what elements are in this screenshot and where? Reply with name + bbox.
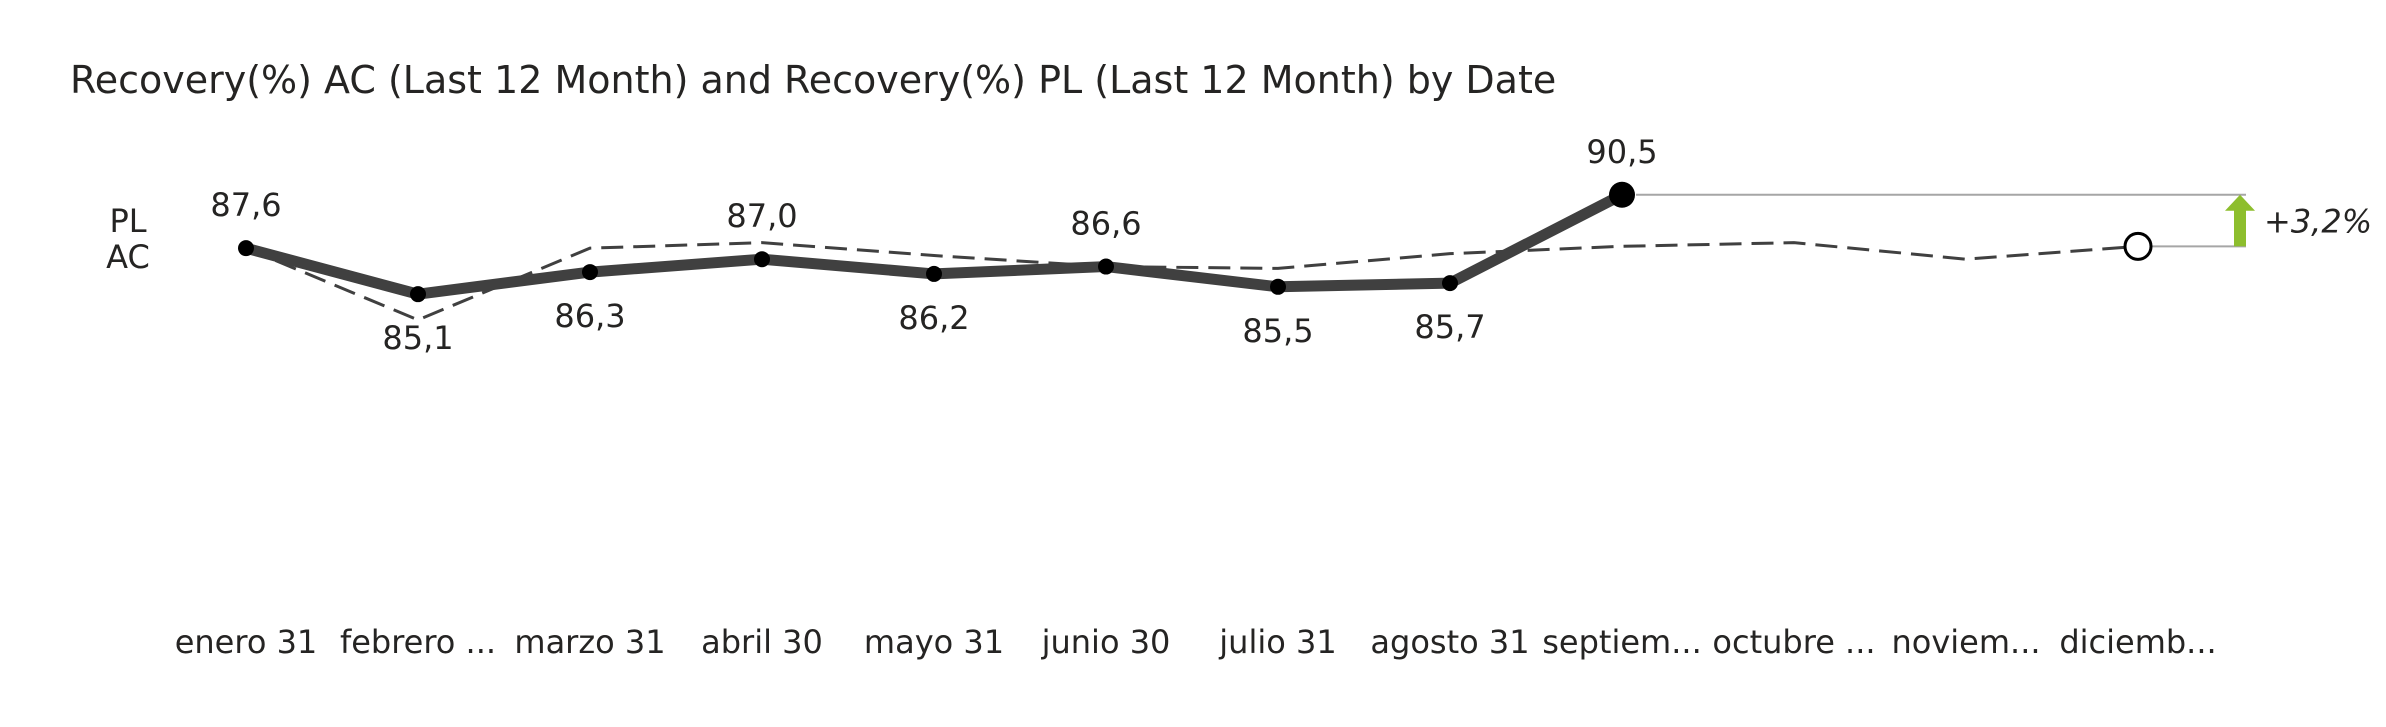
chart-title: Recovery(%) AC (Last 12 Month) and Recov…: [70, 58, 1557, 102]
x-tick-label: diciemb...: [2059, 623, 2216, 661]
ac-data-point: [926, 265, 942, 282]
x-tick-label: agosto 31: [1370, 623, 1529, 661]
x-tick-label: febrero ...: [340, 623, 496, 661]
ac-data-point: [238, 240, 254, 257]
variance-arrow-icon: [2225, 194, 2255, 211]
ac-data-point: [582, 264, 598, 281]
x-tick-label: octubre ...: [1712, 623, 1875, 661]
pl-series-line: [245, 241, 2139, 322]
ac-data-point: [1442, 275, 1458, 292]
variance-label: +3,2%: [2264, 203, 2372, 241]
row-label-ac: AC: [106, 238, 150, 276]
x-tick-label: marzo 31: [514, 623, 665, 661]
data-label: 86,6: [1070, 205, 1141, 243]
data-label: 86,2: [898, 299, 969, 337]
x-tick-label: mayo 31: [864, 623, 1004, 661]
row-label-pl: PL: [109, 202, 146, 240]
x-tick-label: julio 31: [1218, 623, 1336, 661]
ac-data-point: [1270, 278, 1286, 295]
data-label: 87,6: [210, 186, 281, 224]
pl-end-marker: [2123, 231, 2153, 261]
data-label: 90,5: [1586, 133, 1657, 171]
ac-data-point: [754, 251, 770, 268]
x-tick-label: enero 31: [175, 623, 318, 661]
x-tick-label: noviem...: [1891, 623, 2040, 661]
x-tick-label: junio 30: [1041, 623, 1171, 661]
x-tick-label: septiem...: [1542, 623, 1701, 661]
data-label: 85,5: [1242, 312, 1313, 350]
ac-data-point: [1098, 258, 1114, 275]
x-tick-label: abril 30: [701, 623, 823, 661]
variance-bar: [2234, 208, 2246, 247]
ac-data-point: [1609, 181, 1635, 208]
data-label: 85,7: [1414, 308, 1485, 346]
data-label: 85,1: [382, 319, 453, 357]
data-label: 86,3: [554, 297, 625, 335]
ac-data-point: [410, 286, 426, 303]
data-label: 87,0: [726, 197, 797, 235]
